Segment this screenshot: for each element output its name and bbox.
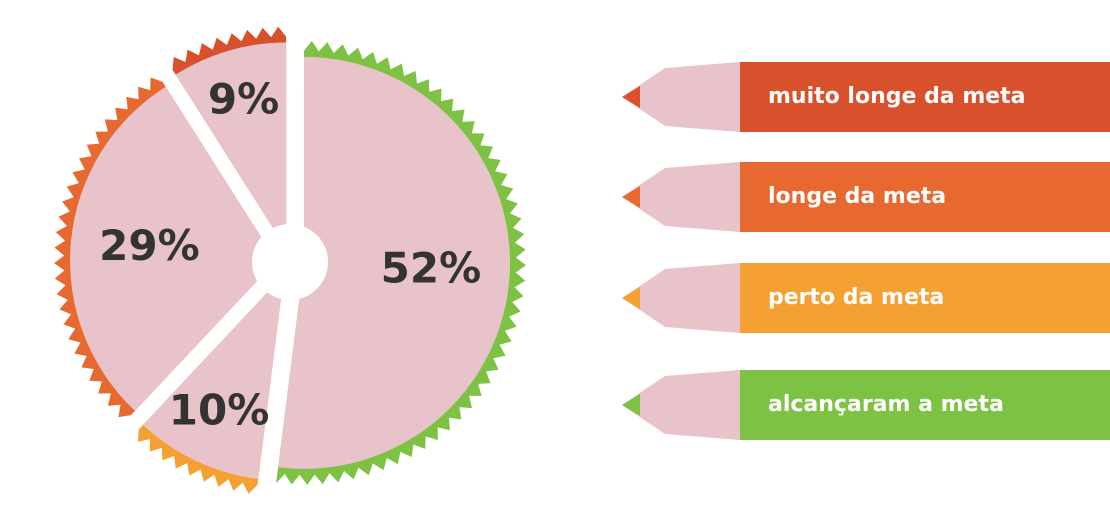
legend-pencil-body	[665, 370, 740, 440]
legend-pencil-tip	[622, 269, 665, 327]
value-label: 52%	[381, 243, 482, 292]
legend-pencil-body	[665, 162, 740, 232]
legend-label: alcançaram a meta	[768, 392, 1004, 417]
legend-pencil-lead	[622, 394, 640, 416]
legend-pencil-body	[665, 263, 740, 333]
legend-pencil-lead	[622, 86, 640, 108]
legend-pencil-lead	[622, 186, 640, 208]
legend-label: longe da meta	[768, 184, 946, 209]
legend-swatch	[740, 162, 1110, 232]
center-hole	[252, 224, 328, 300]
legend-swatch	[740, 370, 1110, 440]
legend-pencil-body	[665, 62, 740, 132]
slice	[175, 42, 287, 249]
legend-pencil-tip	[622, 376, 665, 434]
slice	[278, 56, 510, 469]
legend-swatch	[740, 62, 1110, 132]
legend-pencil-lead	[622, 287, 640, 309]
value-label: 10%	[169, 385, 270, 434]
slice	[70, 86, 277, 411]
legend-pencil-tip	[622, 168, 665, 226]
legend-pencil-tip	[622, 68, 665, 126]
value-label: 9%	[208, 74, 279, 123]
slice	[143, 274, 285, 480]
legend-label: perto da meta	[768, 285, 944, 310]
value-label: 29%	[99, 221, 200, 270]
legend-swatch	[740, 263, 1110, 333]
legend-label: muito longe da meta	[768, 84, 1026, 109]
